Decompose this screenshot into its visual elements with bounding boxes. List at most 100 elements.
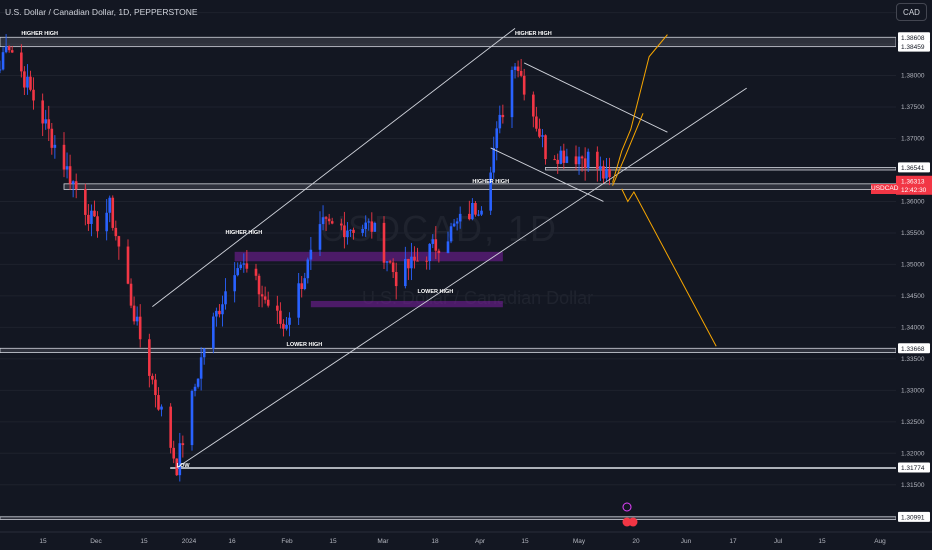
candle-body — [394, 272, 398, 287]
candle-body — [169, 406, 172, 448]
candle-body — [565, 156, 569, 163]
candle-body — [538, 128, 541, 137]
time-tick: 15 — [140, 538, 148, 545]
time-tick: Dec — [90, 538, 102, 545]
candle-body — [132, 305, 136, 322]
event-flag-icon — [628, 517, 638, 527]
price-tick: 1.35000 — [901, 261, 925, 268]
candle-body — [577, 156, 581, 165]
candle-body — [449, 226, 453, 242]
price-tick: 1.38000 — [901, 73, 925, 80]
price-level-box — [898, 343, 930, 354]
candle-body — [126, 246, 130, 284]
time-tick: Feb — [281, 538, 293, 545]
chart-title: U.S. Dollar / Canadian Dollar, 1D, PEPPE… — [5, 7, 198, 17]
candle-body — [544, 135, 547, 160]
candle-body — [23, 71, 26, 88]
candle-body — [199, 357, 203, 379]
candle-body — [608, 168, 611, 178]
candle-body — [71, 181, 75, 184]
candle-body — [26, 76, 29, 88]
candle-body — [349, 229, 352, 231]
price-level-box — [898, 41, 930, 52]
time-tick: Aug — [874, 538, 886, 545]
candle-body — [407, 258, 410, 269]
candle-body — [1, 52, 5, 70]
candle-body — [4, 46, 8, 53]
price-tick: 1.34000 — [901, 324, 925, 331]
candle-body — [516, 66, 520, 71]
candle-body — [47, 119, 51, 129]
candle-body — [157, 395, 160, 410]
candle-body — [10, 50, 14, 53]
candle-body — [266, 299, 270, 306]
demand-zone — [310, 300, 503, 308]
price-tick: 1.35500 — [901, 230, 925, 237]
price-level-box — [898, 162, 930, 173]
candle-body — [154, 379, 157, 396]
candle-body — [175, 458, 179, 476]
candle-body — [193, 386, 197, 391]
time-tick: Jul — [774, 538, 783, 545]
candle-body — [129, 283, 133, 306]
candle-body — [346, 230, 349, 238]
price-tick: 1.31500 — [901, 482, 925, 489]
time-tick: 2024 — [182, 538, 197, 545]
candle-body — [455, 221, 459, 224]
candle-body — [318, 224, 322, 250]
candle-body — [108, 197, 112, 213]
candle-body — [391, 262, 395, 273]
price-tick: 1.33000 — [901, 387, 925, 394]
candle-body — [413, 256, 416, 261]
time-tick: May — [573, 538, 586, 545]
candle-body — [519, 70, 523, 76]
candle-body — [29, 76, 32, 90]
candle-body — [602, 166, 605, 179]
candle-body — [471, 202, 474, 220]
price-tick: 1.37000 — [901, 136, 925, 143]
candle-body — [303, 278, 307, 290]
currency-button[interactable]: CAD — [896, 3, 927, 21]
candle-body — [583, 158, 587, 168]
candle-body — [84, 189, 87, 215]
candle-body — [343, 225, 346, 238]
pattern-label: LOWER HIGH — [286, 342, 322, 348]
candle-body — [364, 222, 368, 229]
candle-body — [297, 283, 300, 318]
candle-body — [148, 339, 151, 376]
candle-body — [218, 310, 221, 315]
last-price-box — [896, 175, 932, 195]
price-axis-bg — [896, 0, 932, 550]
price-level-box — [898, 462, 930, 473]
channel-lower — [176, 87, 747, 469]
candle-body — [309, 249, 313, 260]
price-level-label: 1.31774 — [901, 465, 925, 472]
candle-body — [452, 223, 456, 227]
candle-body — [114, 227, 118, 237]
candle-body — [151, 375, 154, 380]
candle-body — [20, 52, 23, 72]
candle-body — [279, 310, 282, 324]
price-tick: 1.36000 — [901, 198, 925, 205]
candle-body — [416, 260, 419, 262]
candle-body — [434, 239, 438, 251]
candle-body — [105, 212, 108, 232]
last-price-label: 1.36313 — [901, 178, 925, 185]
time-tick: Jun — [681, 538, 692, 545]
time-tick: Mar — [377, 538, 389, 545]
candle-body — [535, 116, 538, 129]
candle-body — [288, 317, 291, 325]
candle-body — [468, 213, 471, 220]
candle-body — [306, 259, 310, 279]
candle-body — [282, 323, 285, 329]
candle-body — [446, 241, 450, 254]
candle-body — [431, 239, 435, 244]
candle-body — [212, 316, 215, 349]
candle-body — [553, 159, 556, 161]
candle-body — [135, 316, 139, 322]
candle-body — [276, 305, 279, 311]
candle-body — [236, 268, 240, 276]
candle-body — [254, 268, 258, 276]
